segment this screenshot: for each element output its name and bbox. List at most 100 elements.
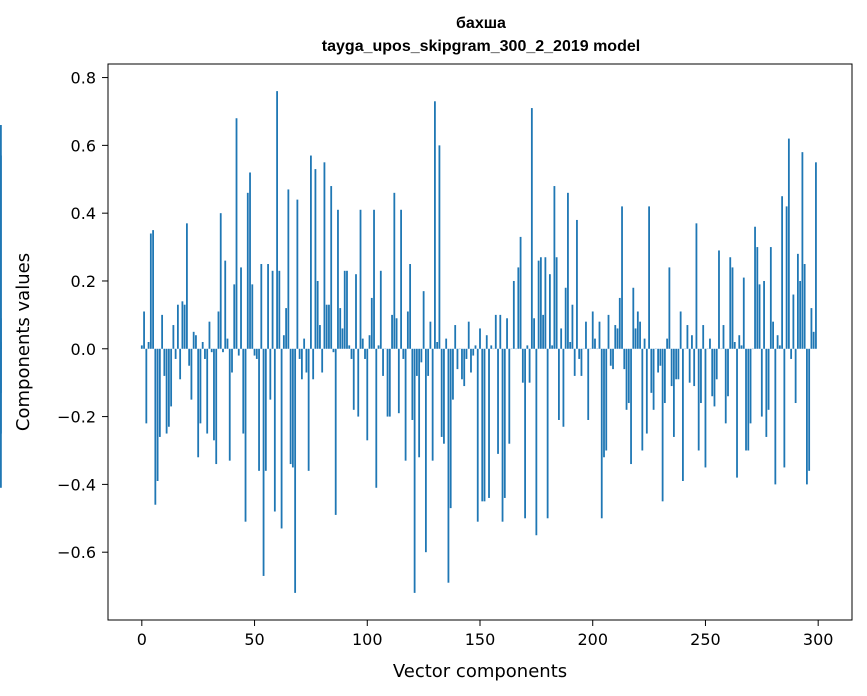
bar [481, 348, 484, 502]
bar [745, 348, 747, 451]
bar [528, 348, 531, 383]
bar [695, 223, 698, 349]
bar [470, 348, 472, 373]
bar [391, 314, 393, 349]
bar [603, 348, 605, 458]
bar [276, 91, 278, 349]
bar [467, 321, 470, 349]
bar [542, 314, 545, 349]
bar [379, 270, 382, 349]
bar [402, 348, 405, 359]
bar [778, 345, 781, 349]
bar [427, 348, 430, 376]
bar [215, 348, 218, 465]
bar [219, 213, 222, 349]
bar [488, 348, 490, 498]
bar [420, 348, 423, 363]
bar [672, 348, 675, 437]
bar [231, 348, 233, 373]
bar [233, 284, 236, 349]
bar [452, 348, 454, 400]
bar [197, 348, 200, 458]
x-tick-label: 250 [690, 630, 721, 649]
bar [758, 284, 761, 349]
bar [282, 335, 285, 349]
bar [386, 348, 389, 417]
bar [312, 348, 315, 380]
bar [585, 321, 587, 349]
bar [632, 287, 635, 349]
bar [364, 348, 366, 359]
bar [355, 274, 357, 349]
bar [815, 162, 817, 349]
bar [280, 348, 283, 529]
bar [235, 118, 238, 349]
bar [316, 280, 319, 349]
bar [769, 247, 772, 349]
bar [551, 345, 554, 349]
bar [544, 257, 547, 349]
bar [634, 328, 637, 349]
bar [388, 348, 391, 417]
bar [612, 348, 614, 370]
bar [483, 348, 486, 502]
bar [494, 314, 497, 349]
bar [404, 348, 407, 461]
bar [555, 257, 558, 349]
bar [623, 348, 626, 370]
bar [670, 348, 673, 387]
bar [0, 342, 2, 349]
bar [607, 314, 610, 349]
y-tick-label: −0.2 [57, 408, 96, 427]
bar [812, 331, 815, 349]
bar [436, 342, 439, 349]
bar [677, 348, 680, 380]
bar [409, 264, 412, 349]
bar [641, 348, 644, 451]
bar [801, 152, 804, 349]
bar [424, 348, 427, 553]
bar [192, 331, 195, 349]
bar [149, 233, 152, 349]
bar [298, 348, 301, 359]
bar [348, 345, 351, 349]
bar [222, 348, 224, 353]
bar [228, 348, 231, 461]
bar [307, 348, 310, 471]
bar [350, 348, 353, 359]
bar [652, 348, 655, 410]
y-tick-label: 0.4 [71, 204, 96, 223]
y-tick-label: 0.8 [71, 69, 96, 88]
bar [659, 348, 662, 366]
bar [803, 264, 806, 349]
x-tick-label: 300 [803, 630, 834, 649]
x-tick-label: 0 [137, 630, 147, 649]
bar [625, 348, 628, 410]
bar [429, 321, 432, 349]
bar [627, 348, 630, 404]
bar [479, 328, 481, 349]
bar [438, 145, 441, 349]
bar [285, 308, 288, 349]
bar [366, 348, 369, 441]
bar [359, 209, 362, 349]
bar [377, 345, 380, 349]
bar [742, 277, 745, 349]
bar [688, 348, 691, 383]
bar [357, 348, 360, 417]
bar [643, 338, 646, 349]
bar [733, 342, 736, 349]
bar [679, 311, 682, 349]
bar [580, 348, 583, 376]
bar [666, 338, 669, 349]
bar [199, 348, 202, 424]
bar [415, 348, 418, 376]
bar [539, 257, 542, 349]
bar [639, 321, 641, 349]
bar [143, 311, 145, 349]
bar [291, 348, 294, 468]
bar [334, 348, 337, 515]
bar [749, 348, 752, 424]
x-tick-label: 100 [352, 630, 383, 649]
bar [172, 325, 175, 349]
